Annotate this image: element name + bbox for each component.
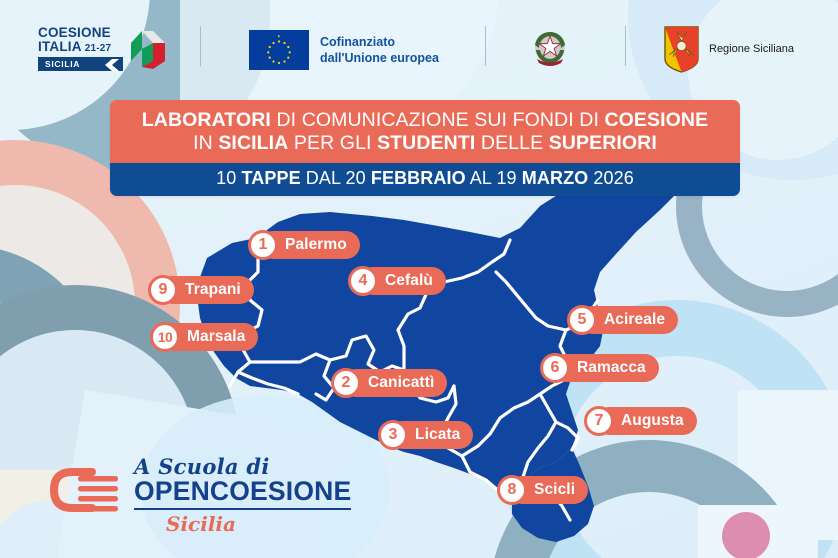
- opencoesione-line1: A Scuola di: [134, 454, 270, 479]
- banner-text-run: MARZO: [521, 168, 589, 188]
- banner-text-run: DAL 20: [300, 168, 371, 188]
- map-marker-acireale[interactable]: 5 Acireale: [567, 305, 679, 335]
- marker-number-badge: 4: [348, 266, 378, 296]
- eu-flag-icon: [249, 30, 309, 70]
- eu-logo-line1: Cofinanziato: [320, 35, 395, 49]
- marker-label: Palermo: [285, 236, 347, 253]
- coesione-logo-years: 21-27: [84, 42, 112, 54]
- marker-number-badge: 6: [540, 353, 570, 383]
- map-marker-scicli[interactable]: 8 Scicli: [497, 475, 589, 505]
- banner-text-run: 2026: [588, 168, 634, 188]
- banner-line-2: IN SICILIA PER GLI STUDENTI DELLE SUPERI…: [120, 132, 730, 155]
- header-divider-2: [485, 26, 486, 66]
- map-marker-palermo[interactable]: 1 Palermo: [248, 230, 360, 260]
- map-marker-trapani[interactable]: 9 Trapani: [148, 275, 254, 305]
- banner-text-run: STUDENTI: [377, 132, 476, 154]
- marker-number-badge: 8: [497, 475, 527, 505]
- marker-number-badge: 5: [567, 305, 597, 335]
- banner-text-run: COESIONE: [604, 109, 709, 131]
- marker-label: Scicli: [534, 481, 576, 498]
- chevron-left-icon: [105, 58, 119, 71]
- coesione-italia-logo: COESIONE ITALIA 21-27 SICILIA: [38, 26, 171, 71]
- banner-line-1: LABORATORI DI COMUNICAZIONE SUI FONDI DI…: [120, 109, 730, 132]
- marker-number-badge: 2: [331, 368, 361, 398]
- banner-text-run: SICILIA: [218, 132, 289, 154]
- header-logo-bar: COESIONE ITALIA 21-27 SICILIA: [0, 0, 838, 92]
- banner-text-run: DI COMUNICAZIONE SUI FONDI DI: [270, 109, 605, 131]
- opencoesione-line3: Sicilia: [166, 511, 236, 536]
- marker-label: Augusta: [621, 412, 684, 429]
- marker-number-badge: 7: [584, 406, 614, 436]
- regione-siciliana-logo: Regione Siciliana: [663, 25, 794, 73]
- banner-text-run: IN: [193, 132, 219, 154]
- banner-text-run: TAPPE: [241, 168, 301, 188]
- opencoesione-line2: OPENCOESIONE: [134, 478, 352, 510]
- marker-pill: Ramacca: [551, 354, 659, 382]
- marker-label: Cefalù: [385, 272, 433, 289]
- map-marker-marsala[interactable]: 10 Marsala: [150, 322, 259, 352]
- coesione-logo-line1: COESIONE: [38, 25, 111, 40]
- banner-text-run: DELLE: [475, 132, 549, 154]
- italian-republic-emblem-icon: [527, 26, 573, 77]
- coesione-logo-line2: ITALIA: [38, 38, 82, 54]
- banner-text-run: 10: [216, 168, 242, 188]
- open-book-icon: [49, 467, 118, 512]
- coesione-logo-region-bar: SICILIA: [45, 58, 81, 69]
- eu-cofinanced-logo: Cofinanziato dall'Unione europea: [249, 30, 439, 70]
- marker-number-badge: 3: [378, 420, 408, 450]
- regione-siciliana-label: Regione Siciliana: [709, 43, 794, 55]
- sicily-trinacria-shield-icon: [664, 26, 699, 73]
- banner-dates: 10 TAPPE DAL 20 FEBBRAIO AL 19 MARZO 202…: [110, 163, 740, 196]
- banner-headline: LABORATORI DI COMUNICAZIONE SUI FONDI DI…: [110, 100, 740, 163]
- marker-label: Licata: [415, 426, 461, 443]
- banner-text-run: FEBBRAIO: [370, 168, 466, 188]
- marker-number-badge: 1: [248, 230, 278, 260]
- eu-logo-line2: dall'Unione europea: [320, 51, 439, 65]
- header-divider-3: [625, 26, 626, 66]
- map-marker-licata[interactable]: 3 Licata: [378, 420, 474, 450]
- map-marker-ramacca[interactable]: 6 Ramacca: [540, 353, 659, 383]
- banner-text-run: AL 19: [465, 168, 522, 188]
- marker-label: Ramacca: [577, 359, 646, 376]
- marker-label: Marsala: [187, 328, 246, 345]
- map-marker-canicatt[interactable]: 2 Canicattì: [331, 368, 448, 398]
- italy-flag-chevron-icon: [131, 30, 165, 69]
- opencoesione-logo: A Scuola di OPENCOESIONE Sicilia: [48, 454, 352, 536]
- banner-text-run: SUPERIORI: [548, 132, 657, 154]
- marker-label: Trapani: [185, 281, 241, 298]
- map-marker-augusta[interactable]: 7 Augusta: [584, 406, 697, 436]
- marker-number-badge: 9: [148, 275, 178, 305]
- banner-text-run: PER GLI: [288, 132, 378, 154]
- header-divider-1: [200, 26, 201, 66]
- marker-number-badge: 10: [150, 322, 180, 352]
- banner-text-run: LABORATORI: [141, 109, 271, 131]
- map-marker-cefal[interactable]: 4 Cefalù: [348, 266, 446, 296]
- title-banner: LABORATORI DI COMUNICAZIONE SUI FONDI DI…: [110, 100, 740, 196]
- marker-label: Canicattì: [368, 374, 435, 391]
- marker-label: Acireale: [604, 311, 666, 328]
